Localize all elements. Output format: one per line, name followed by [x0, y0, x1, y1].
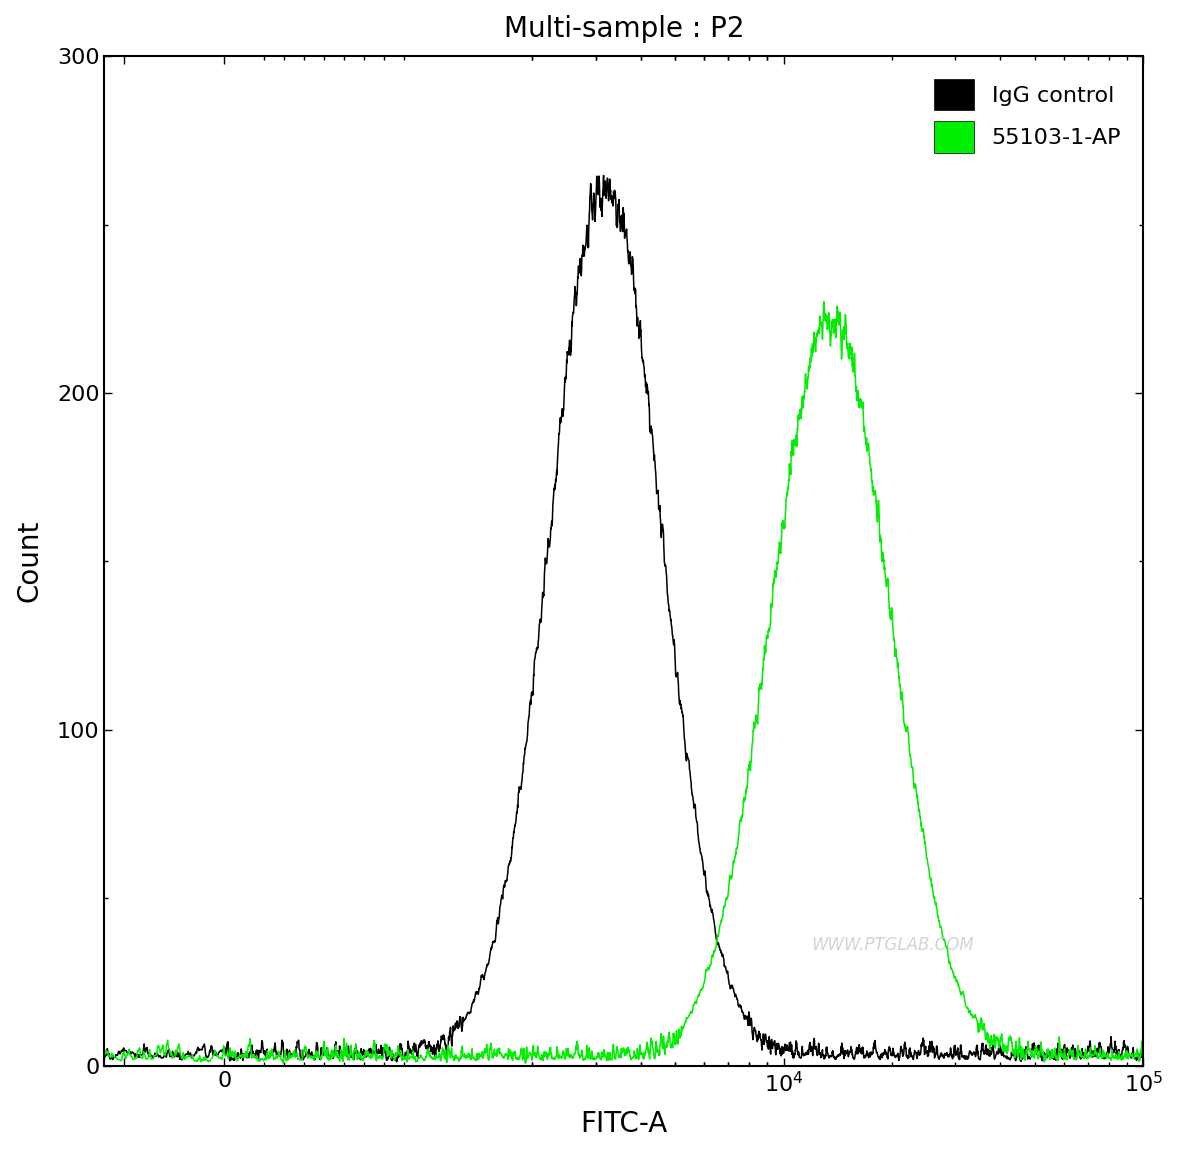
X-axis label: FITC-A: FITC-A [581, 1110, 668, 1138]
Legend: IgG control, 55103-1-AP: IgG control, 55103-1-AP [922, 68, 1132, 164]
Title: Multi-sample : P2: Multi-sample : P2 [504, 15, 744, 43]
Text: WWW.PTGLAB.COM: WWW.PTGLAB.COM [810, 936, 974, 954]
Y-axis label: Count: Count [15, 520, 44, 602]
